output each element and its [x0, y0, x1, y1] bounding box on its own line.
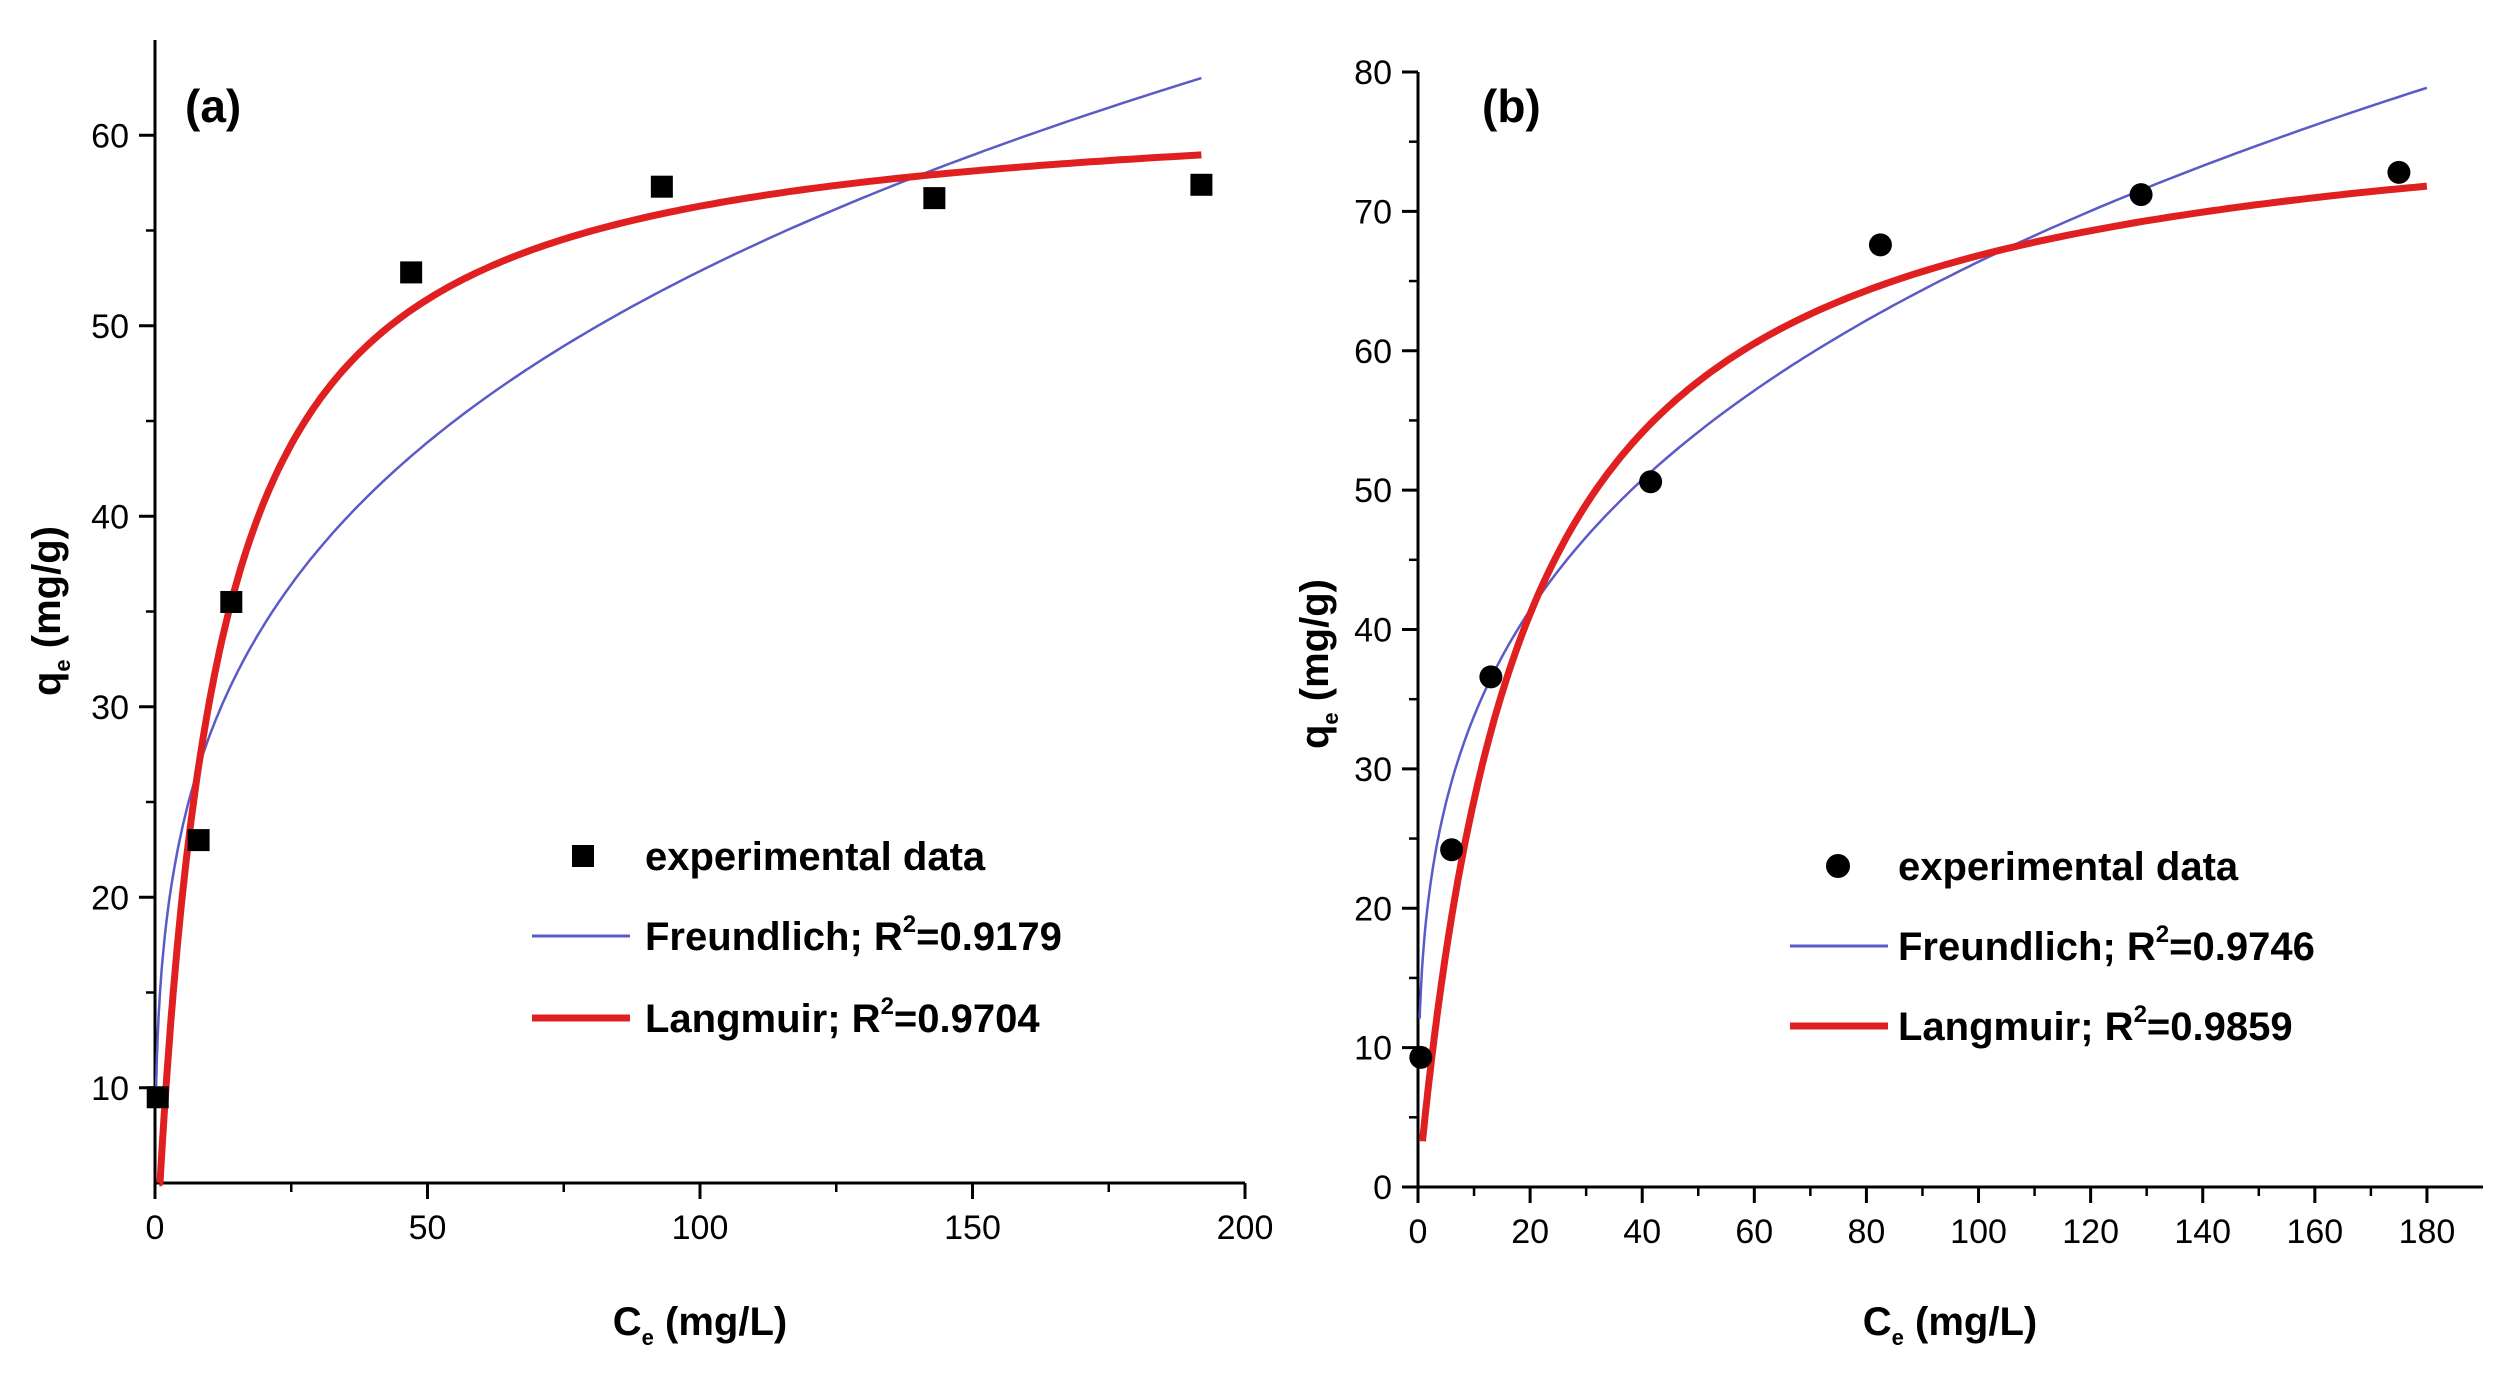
y-tick-label: 0	[1373, 1169, 1392, 1207]
y-axis-title-main: q	[1293, 725, 1337, 749]
x-axis-title: Ce (mg/L)	[1863, 1300, 2037, 1350]
y-tick-label: 40	[1354, 612, 1392, 650]
legend-label-experimental: experimental data	[1898, 845, 2239, 889]
y-tick-label: 40	[91, 498, 129, 536]
data-point	[220, 590, 243, 613]
x-tick-label: 100	[1950, 1213, 2007, 1251]
y-tick-label: 50	[1354, 472, 1392, 510]
x-tick-label: 80	[1848, 1213, 1886, 1251]
y-tick-label: 20	[91, 879, 129, 917]
data-point	[2129, 183, 2153, 207]
x-axis-title-sub: e	[642, 1325, 654, 1350]
legend-marker-experimental	[572, 845, 594, 867]
panel-label: (b)	[1482, 80, 1541, 132]
data-point	[1440, 838, 1464, 862]
legend-freundlich-value: =0.9746	[2169, 925, 2315, 969]
freundlich-fit-curve	[154, 76, 1202, 1090]
y-axis-title-main: q	[25, 672, 69, 696]
data-point	[146, 1086, 169, 1109]
x-axis-title-unit: (mg/L)	[654, 1300, 787, 1344]
y-tick-label: 50	[91, 308, 129, 346]
data-point	[650, 175, 673, 198]
legend-langmuir-sup: 2	[2134, 1001, 2147, 1028]
x-axis-title-main: C	[613, 1300, 642, 1344]
data-point	[2387, 160, 2411, 184]
y-tick-label: 60	[1354, 333, 1392, 371]
y-axis-title: qe (mg/g)	[25, 526, 75, 696]
data-point	[187, 829, 210, 852]
y-tick-label: 80	[1354, 54, 1392, 92]
x-axis-title-sub: e	[1892, 1325, 1904, 1350]
data-point	[1639, 470, 1663, 494]
legend-label-experimental: experimental data	[645, 835, 986, 879]
y-axis-title-unit: (mg/g)	[1293, 579, 1337, 712]
langmuir-fit-curve	[156, 151, 1202, 1187]
y-axis-title: qe (mg/g)	[1293, 579, 1343, 749]
x-tick-label: 160	[2286, 1213, 2343, 1251]
legend-langmuir-sup: 2	[881, 993, 894, 1020]
langmuir-fit-curve	[1419, 182, 2428, 1145]
legend-freundlich-sup: 2	[2156, 921, 2169, 948]
legend-langmuir-name: Langmuir;	[645, 997, 852, 1041]
legend-freundlich-r: R	[2127, 925, 2156, 969]
x-tick-label: 0	[146, 1209, 165, 1247]
panel-label: (a)	[185, 80, 241, 132]
y-tick-label: 60	[91, 117, 129, 155]
x-tick-label: 180	[2399, 1213, 2456, 1251]
x-axis-title-main: C	[1863, 1300, 1892, 1344]
x-axis-title-unit: (mg/L)	[1904, 1300, 2037, 1344]
x-tick-label: 200	[1217, 1209, 1274, 1247]
legend-freundlich-name: Freundlich;	[645, 915, 874, 959]
x-tick-label: 60	[1735, 1213, 1773, 1251]
x-axis-title: Ce (mg/L)	[613, 1300, 787, 1350]
legend-freundlich-name: Freundlich;	[1898, 925, 2127, 969]
data-point	[1190, 173, 1213, 196]
legend-label-freundlich: Freundlich; R2=0.9179	[645, 911, 1062, 959]
y-axis-title-sub: e	[50, 659, 75, 671]
legend-label-freundlich: Freundlich; R2=0.9746	[1898, 921, 2315, 969]
data-point	[1409, 1045, 1433, 1069]
data-point	[923, 187, 946, 210]
legend-marker-experimental	[1826, 854, 1850, 878]
y-axis-title-sub: e	[1318, 712, 1343, 724]
legend-langmuir-r: R	[2105, 1005, 2134, 1049]
legend-langmuir-r: R	[852, 997, 881, 1041]
y-tick-label: 10	[91, 1070, 129, 1108]
x-tick-label: 120	[2062, 1213, 2119, 1251]
legend-freundlich-r: R	[874, 915, 903, 959]
legend-langmuir-value: =0.9704	[894, 997, 1040, 1041]
freundlich-fit-curve	[1418, 86, 2428, 1020]
y-tick-label: 30	[91, 689, 129, 727]
y-axis-title-unit: (mg/g)	[25, 526, 69, 659]
legend-freundlich-sup: 2	[903, 911, 916, 938]
legend-langmuir-value: =0.9859	[2147, 1005, 2293, 1049]
x-tick-label: 140	[2174, 1213, 2231, 1251]
legend-langmuir-name: Langmuir;	[1898, 1005, 2105, 1049]
data-point	[1479, 665, 1503, 689]
legend-freundlich-value: =0.9179	[916, 915, 1062, 959]
data-point	[400, 261, 423, 284]
y-tick-label: 30	[1354, 751, 1392, 789]
x-tick-label: 40	[1623, 1213, 1661, 1251]
legend-label-langmuir: Langmuir; R2=0.9704	[645, 993, 1040, 1041]
y-tick-label: 10	[1354, 1030, 1392, 1068]
x-tick-label: 100	[672, 1209, 729, 1247]
x-tick-label: 20	[1511, 1213, 1549, 1251]
y-tick-label: 20	[1354, 890, 1392, 928]
x-tick-label: 50	[409, 1209, 447, 1247]
x-tick-label: 0	[1409, 1213, 1428, 1251]
data-point	[1868, 233, 1892, 257]
x-tick-label: 150	[944, 1209, 1001, 1247]
panel-b: 0 20 40 60 80 100 120 140 160 180 0 10 20 30 40 50 60 70 8…	[1293, 54, 2483, 1350]
legend-label-langmuir: Langmuir; R2=0.9859	[1898, 1001, 2293, 1049]
y-tick-label: 70	[1354, 193, 1392, 231]
